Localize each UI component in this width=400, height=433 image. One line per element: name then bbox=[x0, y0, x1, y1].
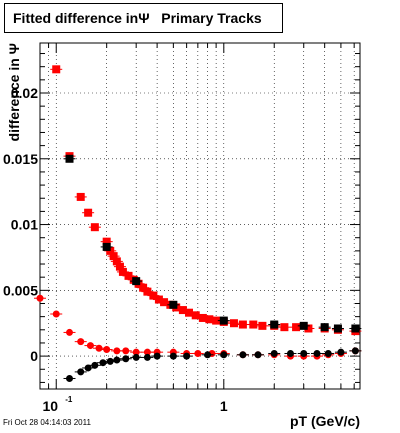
data-point-circle bbox=[220, 351, 228, 359]
data-point-square bbox=[149, 291, 158, 300]
data-point-circle bbox=[153, 352, 161, 360]
chart-title: Fitted difference inΨ Primary Tracks bbox=[13, 10, 262, 26]
data-point-square bbox=[212, 316, 221, 325]
data-point-circle bbox=[204, 351, 212, 359]
data-point-square bbox=[115, 262, 124, 271]
data-point-circle bbox=[99, 359, 107, 367]
data-point-circle bbox=[122, 355, 130, 363]
data-point-square bbox=[124, 271, 133, 280]
data-point-square bbox=[304, 324, 313, 333]
x-axis-title: pT (GeV/c) bbox=[290, 413, 360, 429]
data-point-square bbox=[109, 252, 118, 261]
data-point-circle bbox=[91, 361, 99, 369]
data-point-circle bbox=[113, 347, 121, 355]
data-point-circle bbox=[132, 353, 140, 361]
data-point-circle bbox=[106, 357, 114, 365]
data-point-circle bbox=[77, 368, 85, 376]
data-point-square bbox=[178, 306, 187, 315]
data-point-square bbox=[132, 277, 141, 286]
y-tick-label: 0.01 bbox=[11, 217, 38, 233]
data-point-circle bbox=[239, 351, 247, 359]
data-point-square bbox=[112, 257, 121, 266]
x-tick-label: 1 bbox=[220, 398, 228, 414]
data-point-circle bbox=[300, 349, 308, 357]
chart-title-box: Fitted difference inΨ Primary Tracks bbox=[4, 3, 283, 33]
data-point-circle bbox=[103, 346, 111, 354]
data-point-circle bbox=[52, 310, 60, 318]
data-point-square bbox=[139, 283, 148, 292]
y-tick-label: 0.02 bbox=[11, 85, 38, 101]
data-point-square bbox=[90, 223, 99, 232]
data-point-square bbox=[65, 154, 74, 163]
data-point-square bbox=[270, 320, 279, 329]
y-tick-label: 0.005 bbox=[3, 282, 38, 298]
data-point-circle bbox=[77, 338, 85, 346]
data-point-square bbox=[102, 242, 111, 251]
data-point-circle bbox=[254, 351, 262, 359]
data-point-circle bbox=[286, 349, 294, 357]
data-point-square bbox=[154, 295, 163, 304]
data-point-circle bbox=[143, 348, 151, 356]
data-point-square bbox=[198, 313, 207, 322]
data-point-circle bbox=[194, 349, 202, 357]
data-point-circle bbox=[313, 349, 321, 357]
data-point-square bbox=[205, 315, 214, 324]
data-point-square bbox=[292, 323, 301, 332]
data-point-circle bbox=[324, 349, 332, 357]
data-point-square bbox=[102, 237, 111, 246]
data-point-square bbox=[52, 65, 61, 74]
data-point-square bbox=[238, 320, 247, 329]
data-point-circle bbox=[66, 328, 74, 336]
data-point-circle bbox=[132, 348, 140, 356]
data-point-square bbox=[299, 321, 308, 330]
data-point-circle bbox=[337, 348, 345, 356]
data-point-circle bbox=[113, 356, 121, 364]
data-point-square bbox=[169, 300, 178, 309]
data-point-square bbox=[229, 319, 238, 328]
data-point-square bbox=[320, 323, 329, 332]
data-point-square bbox=[219, 316, 228, 325]
timestamp-footer: Fri Oct 28 04:14:03 2011 bbox=[3, 418, 91, 427]
data-point-square bbox=[160, 298, 169, 307]
data-point-circle bbox=[36, 294, 44, 302]
data-point-square bbox=[118, 267, 127, 276]
data-point-square bbox=[258, 321, 267, 330]
data-point-circle bbox=[86, 342, 94, 350]
data-point-circle bbox=[270, 349, 278, 357]
data-point-square bbox=[191, 311, 200, 320]
data-point-square bbox=[76, 192, 85, 201]
y-tick-label: 0.015 bbox=[3, 151, 38, 167]
data-point-circle bbox=[84, 364, 92, 372]
data-point-square bbox=[333, 324, 342, 333]
x-tick-label-exponent: -1 bbox=[65, 395, 73, 404]
data-point-square bbox=[185, 308, 194, 317]
data-point-square bbox=[280, 323, 289, 332]
data-point-circle bbox=[351, 347, 359, 355]
data-point-square bbox=[249, 320, 258, 329]
plot-frame bbox=[39, 42, 361, 390]
data-point-circle bbox=[95, 344, 103, 352]
data-point-circle bbox=[66, 374, 74, 382]
data-point-circle bbox=[143, 353, 151, 361]
data-point-square bbox=[84, 208, 93, 217]
x-tick-label: 10 bbox=[42, 398, 58, 414]
data-point-circle bbox=[183, 352, 191, 360]
data-point-circle bbox=[122, 347, 130, 355]
y-tick-label: 0 bbox=[30, 348, 38, 364]
data-point-circle bbox=[169, 352, 177, 360]
data-point-square bbox=[143, 287, 152, 296]
y-axis-title: difference in Ψ bbox=[6, 43, 22, 141]
data-point-square bbox=[351, 324, 360, 333]
